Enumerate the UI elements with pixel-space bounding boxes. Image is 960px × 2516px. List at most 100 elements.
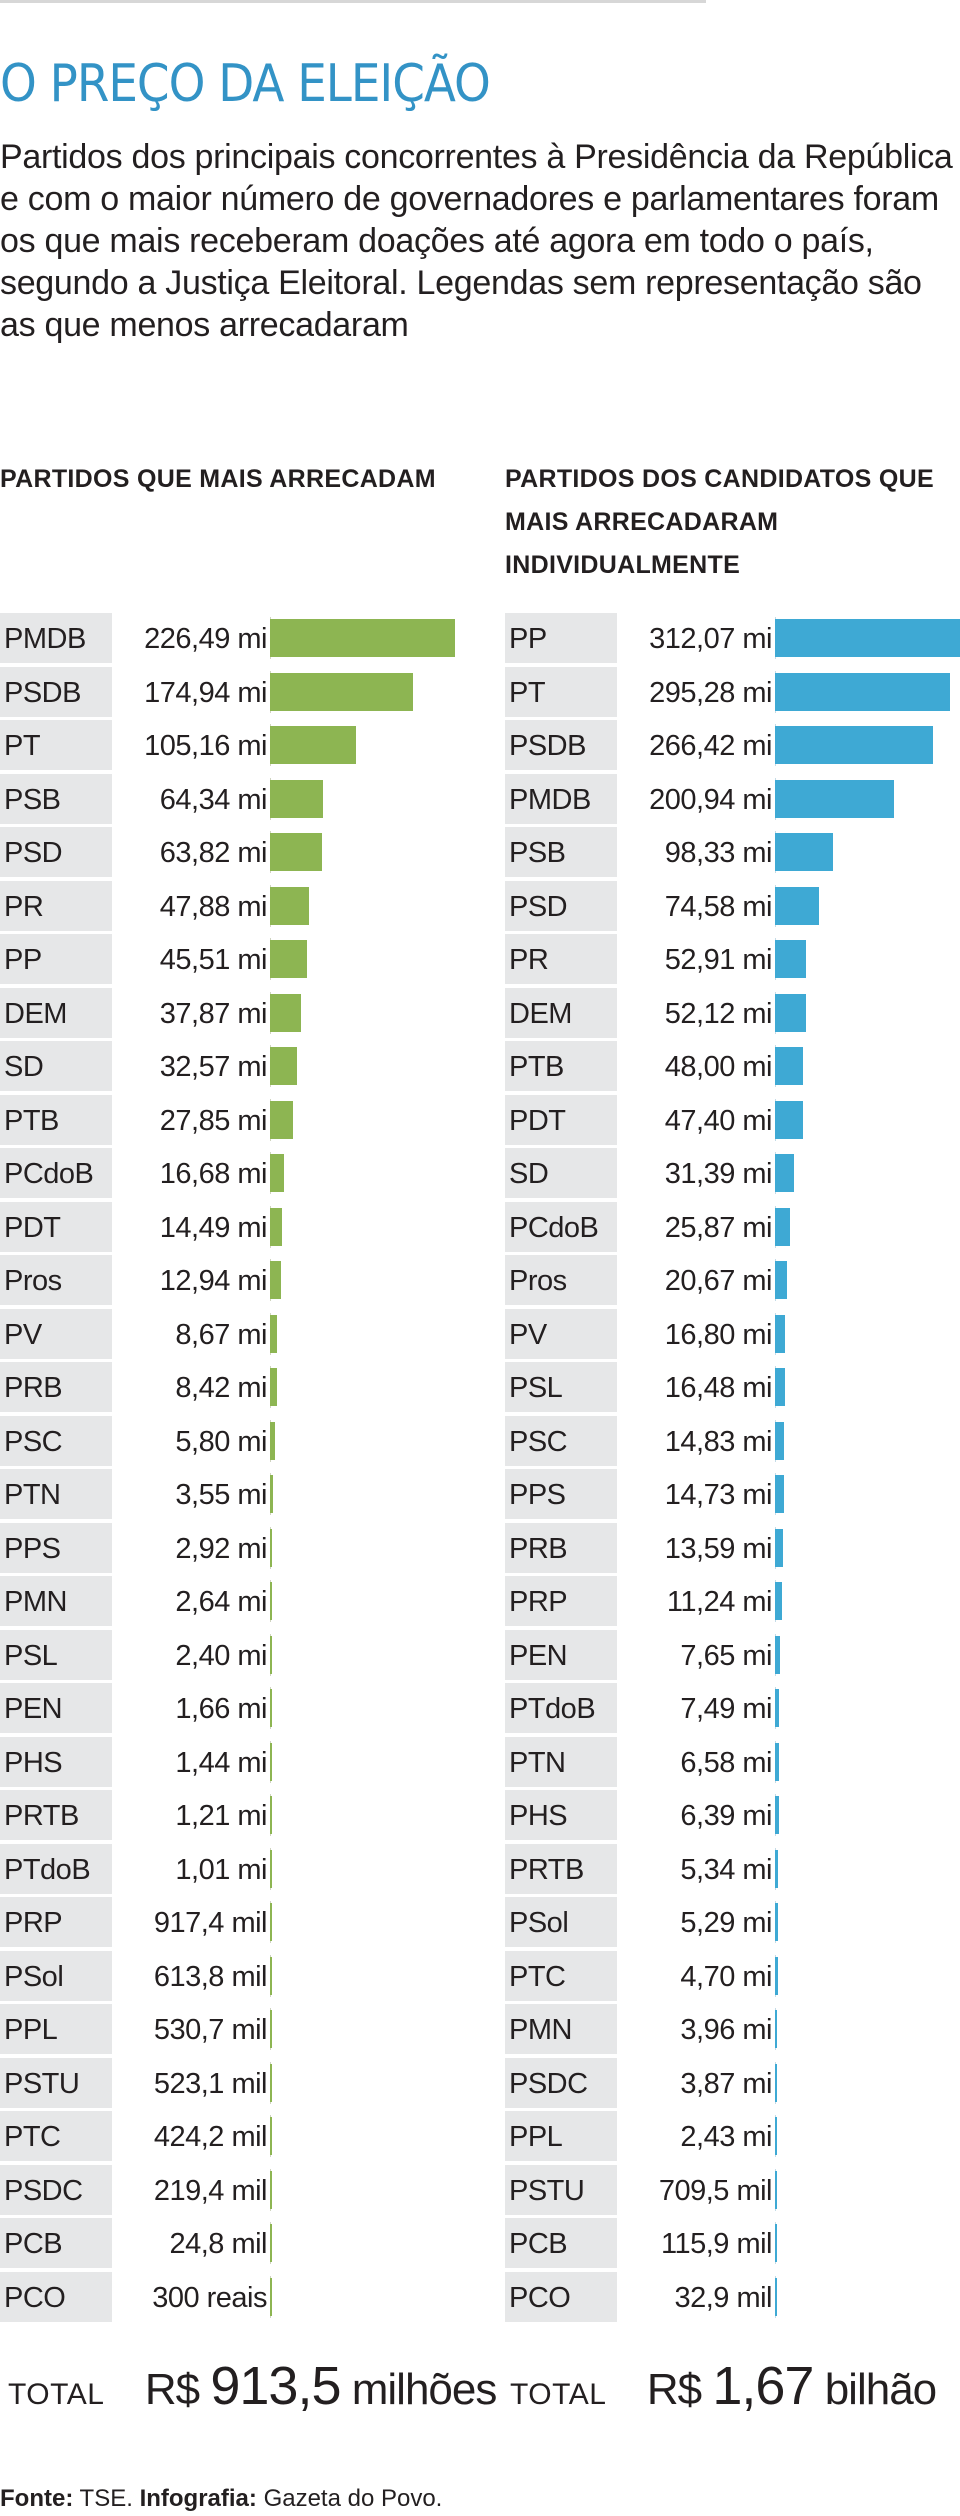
value-label: 3,55 mi <box>175 1479 267 1511</box>
party-label: PT <box>0 720 112 770</box>
bar-row: PPL 2,43 mi <box>505 2111 960 2165</box>
party-label: PPL <box>0 2004 112 2054</box>
party-label: PEN <box>505 1629 617 1680</box>
party-label: PSDC <box>505 2057 617 2108</box>
bar-row: PCB 24,8 mil <box>0 2218 455 2272</box>
total-right-prefix: R$ <box>646 2365 702 2414</box>
party-label: PSDC <box>0 2164 112 2215</box>
intro-text: Partidos dos principais concorrentes à P… <box>0 138 953 344</box>
value-label: 917,4 mil <box>153 1907 268 1939</box>
bar <box>270 1635 272 1674</box>
bar <box>270 2224 272 2262</box>
party-label: PSDB <box>0 666 112 717</box>
value-label: 295,28 mi <box>649 676 772 709</box>
value-label: 115,9 mil <box>660 2228 773 2260</box>
bar <box>775 1475 784 1513</box>
source-value: TSE. <box>79 2485 133 2512</box>
party-label: PTB <box>505 1041 617 1091</box>
value-label: 523,1 mil <box>153 2067 268 2100</box>
bar-row: PSTU 709,5 mil <box>505 2164 960 2219</box>
total-right-label: TOTAL <box>510 2378 607 2411</box>
party-label: PSD <box>0 827 112 877</box>
value-label: 424,2 mil <box>153 2121 268 2153</box>
value-label: 2,64 mi <box>175 1586 267 1618</box>
bar <box>270 886 310 925</box>
total-left-number: 913,5 <box>210 2356 341 2416</box>
bar <box>775 1207 791 1246</box>
party-label: PHS <box>0 1736 112 1787</box>
bar <box>270 1421 275 1460</box>
value-label: 32,9 mil <box>674 2281 772 2314</box>
value-label: 1,21 mi <box>175 1800 267 1832</box>
bar-row: PSD 63,82 mi <box>0 827 455 881</box>
bar-row: PPS 14,73 mi <box>505 1469 960 1523</box>
bar-row: SD 32,57 mi <box>0 1041 455 1095</box>
value-label: 1,66 mi <box>175 1693 267 1725</box>
bar-row: PTdoB 7,49 mi <box>505 1683 960 1737</box>
bar-row: PSC 5,80 mi <box>0 1415 455 1470</box>
party-label: PPS <box>505 1469 617 1519</box>
value-label: 27,85 mi <box>159 1104 268 1137</box>
bar <box>775 1100 804 1139</box>
value-label: 174,94 mi <box>144 676 267 709</box>
bar <box>270 1475 273 1513</box>
bar-row: PCdoB 25,87 mi <box>505 1201 960 1256</box>
party-label: PRTB <box>0 1790 112 1840</box>
value-label: 6,58 mi <box>680 1746 772 1779</box>
value-label: 24,8 mil <box>169 2228 267 2260</box>
bar-row: PRB 13,59 mi <box>505 1522 960 1577</box>
bar-row: PCB 115,9 mil <box>505 2218 960 2272</box>
bar <box>775 1742 779 1781</box>
bar-row: PTB 27,85 mi <box>0 1094 455 1149</box>
party-label: PHS <box>505 1790 617 1840</box>
party-label: PEN <box>0 1683 112 1733</box>
party-label: PMN <box>0 1576 112 1626</box>
value-label: 5,29 mi <box>680 1907 772 1939</box>
value-label: 31,39 mi <box>664 1158 773 1190</box>
bar <box>270 940 308 978</box>
source-line: Fonte: TSE. Infografia: Gazeta do Povo. <box>0 2484 442 2514</box>
party-label: PDT <box>505 1094 617 1145</box>
party-label: PCdoB <box>0 1148 112 1198</box>
value-label: 2,40 mi <box>175 1639 267 1672</box>
value-label: 37,87 mi <box>159 997 268 1030</box>
bar <box>775 993 806 1032</box>
bar <box>775 2117 777 2155</box>
bar-row: PHS 1,44 mi <box>0 1736 455 1791</box>
bar-row: PPS 2,92 mi <box>0 1522 455 1577</box>
party-label: PSol <box>505 1897 617 1947</box>
bar <box>775 1368 785 1406</box>
bar <box>270 1582 273 1620</box>
party-label: SD <box>505 1148 617 1198</box>
bar-row: PR 47,88 mi <box>0 880 455 935</box>
party-label: PSTU <box>0 2057 112 2108</box>
value-label: 7,65 mi <box>680 1639 772 1672</box>
bar-row: PSL 2,40 mi <box>0 1629 455 1684</box>
party-label: PTdoB <box>505 1683 617 1733</box>
party-label: PSol <box>0 1950 112 2001</box>
party-label: PPS <box>0 1522 112 1573</box>
value-label: 20,67 mi <box>664 1265 773 1297</box>
bar-row: PSol 5,29 mi <box>505 1897 960 1951</box>
bar-row: PSB 64,34 mi <box>0 773 455 828</box>
party-label: PCO <box>505 2271 617 2322</box>
bar-row: PDT 14,49 mi <box>0 1201 455 1256</box>
bar <box>775 1956 778 1995</box>
bar <box>270 1154 284 1192</box>
party-label: PTC <box>0 2111 112 2161</box>
bar <box>775 2224 777 2262</box>
bar-row: PSD 74,58 mi <box>505 880 960 935</box>
bar-row: PP 45,51 mi <box>0 934 455 988</box>
bar-row: PSol 613,8 mil <box>0 1950 455 2005</box>
value-label: 3,96 mi <box>680 2014 772 2046</box>
value-label: 98,33 mi <box>664 837 773 869</box>
bar <box>270 672 413 711</box>
bar-row: PTdoB 1,01 mi <box>0 1843 455 1898</box>
total-left-value: R$ 913,5 milhões <box>145 2356 497 2416</box>
bar <box>775 1261 788 1299</box>
party-label: PCdoB <box>505 1201 617 1252</box>
party-label: DEM <box>505 987 617 1038</box>
bar <box>775 1528 784 1567</box>
total-right-number: 1,67 <box>712 2356 814 2416</box>
bar-row: DEM 52,12 mi <box>505 987 960 1042</box>
